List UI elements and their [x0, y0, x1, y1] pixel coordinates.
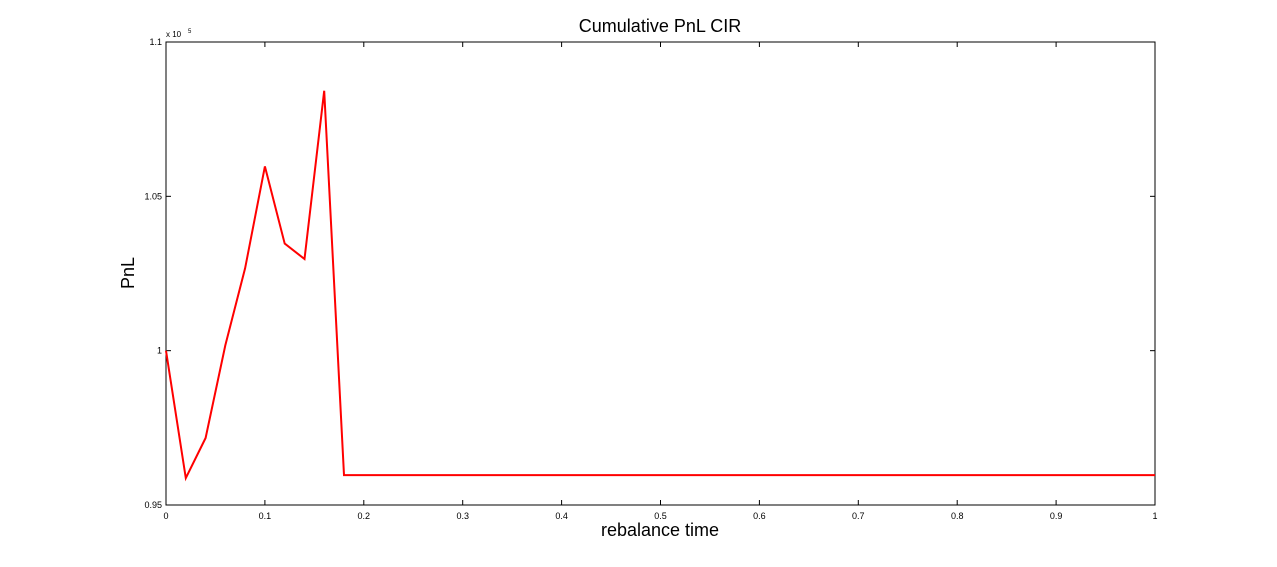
- x-tick-label: 0: [163, 511, 168, 521]
- y-tick-label: 1.1: [149, 37, 162, 47]
- chart-title: Cumulative PnL CIR: [579, 16, 741, 36]
- x-tick-label: 1: [1152, 511, 1157, 521]
- y-tick-label: 0.95: [144, 500, 162, 510]
- series-layer: [165, 90, 1155, 482]
- x-tick-label: 0.7: [852, 511, 865, 521]
- plot-area: [165, 41, 1156, 506]
- x-axis-label: rebalance time: [601, 520, 719, 540]
- y-axis-ticks: 0.95 1 1.05 1.1: [144, 37, 1155, 510]
- x-tick-label: 0.2: [358, 511, 371, 521]
- y-tick-label: 1: [157, 346, 162, 356]
- x-tick-label: 0.9: [1050, 511, 1063, 521]
- x-tick-label: 0.8: [951, 511, 964, 521]
- x-axis-ticks: 0 0.1 0.2 0.3 0.4 0.5 0.6 0.7 0.8 0.9 1: [163, 42, 1158, 521]
- x-tick-label: 0.6: [753, 511, 766, 521]
- x-tick-label: 0.1: [259, 511, 272, 521]
- x-tick-label: 0.3: [456, 511, 469, 521]
- x-tick-label: 0.5: [654, 511, 667, 521]
- series-line: [165, 90, 1155, 482]
- y-multiplier-label: x 10: [166, 30, 182, 39]
- y-axis-label: PnL: [118, 257, 138, 289]
- x-tick-label: 0.4: [555, 511, 568, 521]
- y-multiplier-exponent: 5: [188, 29, 192, 35]
- y-tick-label: 1.05: [144, 191, 162, 201]
